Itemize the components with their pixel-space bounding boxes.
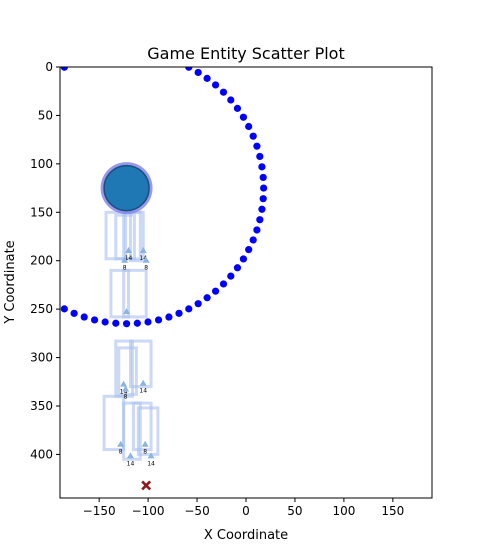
chart-title: Game Entity Scatter Plot [147, 44, 344, 63]
ring-point [211, 287, 220, 295]
entity-triangle [139, 379, 147, 386]
entity-triangle [141, 440, 149, 447]
x-tick-label: −50 [184, 504, 209, 518]
ring-point [239, 113, 248, 121]
triangle-label: 14 [139, 388, 147, 395]
ring-point [249, 236, 257, 244]
triangle-label: 14 [125, 255, 133, 262]
ring-point [249, 132, 257, 140]
ring-point [259, 195, 267, 203]
entity-triangle [147, 452, 155, 459]
entity-box [122, 268, 148, 319]
y-tick-label: 300 [30, 351, 53, 365]
triangle-label: 8 [123, 265, 127, 272]
ring-point [60, 305, 68, 313]
ring-point [260, 184, 268, 192]
ring-point [245, 246, 253, 254]
x-tick-label: 50 [287, 504, 302, 518]
ring-point [233, 264, 242, 272]
entity-box [136, 406, 160, 456]
entity-triangle [126, 452, 134, 459]
ring-point [211, 81, 220, 89]
triangle-label: 14 [139, 255, 147, 262]
x-tick-label: −100 [132, 504, 165, 518]
x-axis-label: X Coordinate [204, 528, 288, 543]
y-tick-label: 150 [30, 205, 53, 219]
x-axis: −150 −100 −50 0 50 100 150 [83, 498, 404, 518]
entity-triangle [123, 308, 131, 315]
x-tick-label: −150 [83, 504, 116, 518]
ring-point [154, 316, 163, 324]
y-tick-label: 200 [30, 254, 53, 268]
ring-point [258, 163, 266, 171]
entity-triangle [121, 256, 129, 263]
x-tick-label: 150 [381, 504, 404, 518]
ring-point [165, 313, 173, 321]
entity-triangle [142, 256, 150, 263]
y-tick-label: 400 [30, 447, 53, 461]
y-tick-label: 100 [30, 157, 53, 171]
triangle-label: 14 [127, 460, 135, 467]
ring-point [185, 305, 193, 313]
ring-point [144, 318, 152, 326]
ring-point [122, 320, 131, 328]
entity-triangle [117, 440, 125, 447]
ring-point [80, 313, 88, 321]
ring-point [219, 280, 228, 288]
ring-point [194, 300, 202, 308]
triangle-label: 14 [120, 389, 128, 396]
ring-point [133, 319, 141, 327]
entity-box [117, 346, 138, 396]
ring-point [227, 272, 235, 280]
x-tick-label: 0 [242, 504, 250, 518]
entity-box [128, 339, 153, 389]
triangle-label: 14 [147, 460, 155, 467]
ring-point [258, 205, 266, 213]
ring-point [203, 294, 211, 302]
y-axis-label: Y Coordinate [3, 240, 18, 324]
triangle-label: 8 [143, 449, 147, 456]
y-tick-label: 0 [45, 60, 53, 74]
ring-point [253, 226, 261, 234]
ring-point [60, 67, 68, 71]
entity-triangle [125, 247, 133, 254]
ring-point [256, 152, 264, 161]
ring-point [194, 68, 202, 77]
y-tick-label: 50 [38, 108, 53, 122]
y-tick-label: 250 [30, 302, 53, 316]
x-tick-label: 100 [332, 504, 355, 518]
ring-point [219, 88, 228, 96]
triangle-label: 8 [144, 265, 148, 272]
ring-point [185, 67, 193, 71]
ring-point [256, 216, 264, 224]
entity-triangle [139, 247, 147, 254]
ring-point [175, 309, 183, 317]
entity-box [131, 401, 153, 452]
ring-point [233, 104, 242, 112]
ring-point [101, 318, 109, 326]
ring-point [112, 319, 120, 327]
entity-box [128, 210, 145, 263]
entity-triangle [122, 385, 130, 392]
ring-point [90, 316, 99, 324]
ring-point [253, 142, 261, 150]
ring-point [239, 255, 248, 263]
triangle-label: 8 [119, 449, 123, 456]
entity-triangle [120, 380, 128, 387]
big-entity [103, 164, 150, 212]
ring-point [259, 173, 267, 182]
ring-point [245, 122, 253, 131]
y-axis: 0 50 100 150 200 250 300 350 400 [30, 60, 60, 461]
triangle-label: 8 [124, 394, 128, 401]
ring-point [227, 96, 235, 104]
y-tick-label: 350 [30, 399, 53, 413]
entity-box [109, 268, 131, 319]
cross-marker [141, 480, 152, 491]
ring-point [203, 74, 211, 82]
ring-point [70, 309, 78, 317]
